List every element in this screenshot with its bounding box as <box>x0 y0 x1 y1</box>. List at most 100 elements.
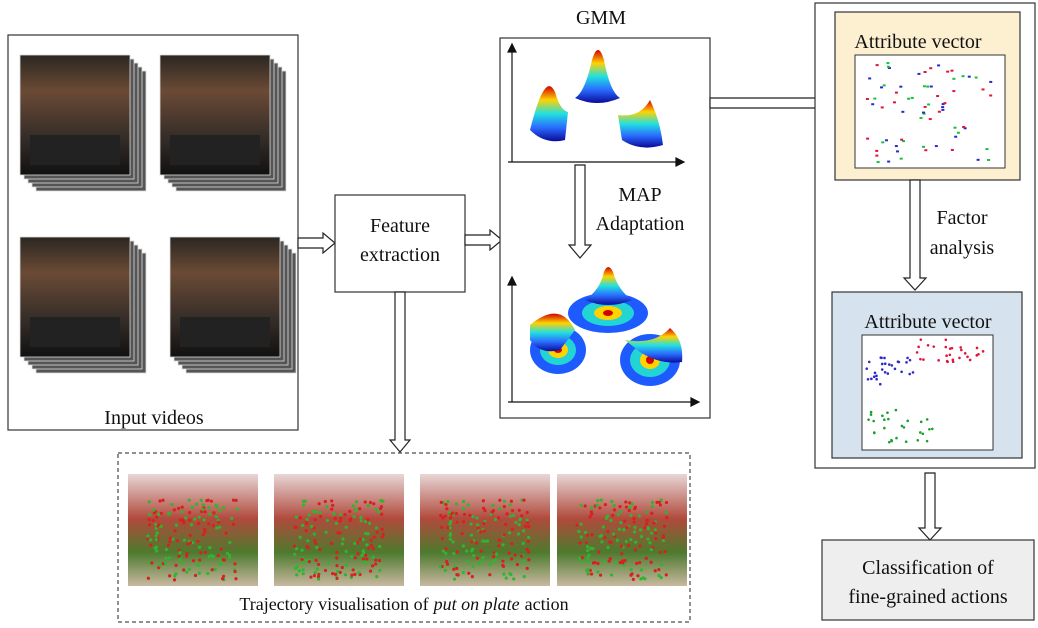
trajectory-point <box>491 503 495 508</box>
trajectory-point <box>606 545 610 550</box>
trajectory-point <box>470 575 474 579</box>
trajectory-point <box>629 537 633 542</box>
trajectory-point <box>306 546 310 550</box>
trajectory-point <box>375 530 379 534</box>
trajectory-point <box>174 572 178 576</box>
trajectory-point <box>584 530 588 534</box>
trajectory-point <box>312 526 316 530</box>
trajectory-point <box>373 562 378 566</box>
trajectory-point <box>622 528 626 532</box>
feature-box <box>334 194 466 293</box>
trajectory-point <box>356 552 360 556</box>
trajectory-point <box>161 498 165 502</box>
trajectory-point <box>481 499 485 503</box>
dot <box>894 408 898 412</box>
trajectory-point <box>331 503 335 507</box>
trajectory-point <box>502 533 506 537</box>
trajectory-point <box>168 537 172 541</box>
dot <box>951 360 955 364</box>
trajectory-point <box>222 505 226 510</box>
trajectory-point <box>454 512 458 516</box>
dot <box>981 350 985 353</box>
trajectory-point <box>619 509 623 514</box>
trajectory-point <box>650 511 654 515</box>
caption-text: Trajectory visualisation of <box>239 594 428 614</box>
trajectory-point <box>525 547 529 552</box>
trajectory-point <box>306 539 310 543</box>
trajectory-point <box>147 518 151 522</box>
trajectory-point <box>662 524 667 528</box>
trajectory-point <box>197 515 201 519</box>
trajectory-point <box>602 559 607 564</box>
dot <box>946 70 950 73</box>
trajectory-point <box>316 562 321 567</box>
trajectory-point <box>182 568 186 572</box>
trajectory-point <box>349 517 353 521</box>
trajectory-point <box>448 532 453 536</box>
arrow <box>388 291 412 453</box>
trajectory-point <box>653 528 657 532</box>
dot <box>875 377 878 381</box>
trajectory-point <box>650 504 654 509</box>
dot <box>919 420 923 424</box>
trajectory-point <box>365 557 369 561</box>
trajectory-point <box>170 503 174 507</box>
trajectory-point <box>522 559 526 563</box>
trajectory-point <box>155 531 159 535</box>
dot <box>869 410 873 414</box>
trajectory-point <box>336 570 340 574</box>
trajectory-point <box>227 556 232 560</box>
trajectory-point <box>460 531 464 536</box>
trajectory-point <box>655 500 659 504</box>
trajectory-point <box>374 507 379 511</box>
trajectory-point <box>366 517 370 522</box>
trajectory-point <box>359 515 363 520</box>
trajectory-point <box>472 554 476 558</box>
trajectory-point <box>618 560 622 565</box>
trajectory-point <box>332 512 336 516</box>
trajectory-point <box>168 556 172 560</box>
trajectory-point <box>361 537 365 542</box>
trajectory-point <box>623 559 627 563</box>
trajectory-point <box>154 526 158 530</box>
dot <box>928 427 931 431</box>
trajectory-point <box>633 525 637 529</box>
dot <box>875 149 879 152</box>
trajectory-point <box>314 541 318 546</box>
trajectory-point <box>523 524 527 528</box>
trajectory-point <box>624 539 628 544</box>
trajectory-images <box>128 474 687 586</box>
trajectory-point <box>512 577 516 581</box>
trajectory-point <box>211 523 215 528</box>
trajectory-point <box>367 521 372 525</box>
trajectory-point <box>235 507 239 511</box>
trajectory-point <box>451 540 455 544</box>
trajectory-point <box>215 526 219 530</box>
dot <box>911 371 915 374</box>
trajectory-point <box>496 516 501 520</box>
trajectory-point <box>586 560 590 564</box>
trajectory-point <box>606 529 610 534</box>
trajectory-point <box>154 537 158 542</box>
trajectory-point <box>301 568 305 572</box>
trajectory-point <box>146 534 150 538</box>
dot <box>893 367 897 371</box>
trajectory-point <box>369 538 373 543</box>
dot <box>932 345 936 348</box>
trajectory-point <box>520 554 524 558</box>
trajectory-point <box>614 560 618 565</box>
trajectory-point <box>507 531 512 535</box>
trajectory-point <box>579 503 583 507</box>
dot <box>953 126 957 129</box>
trajectory-point <box>501 563 505 567</box>
trajectory-point <box>587 553 591 557</box>
trajectory-point <box>586 571 590 575</box>
trajectory-point <box>182 520 186 524</box>
trajectory-point <box>231 522 236 526</box>
trajectory-point <box>206 498 210 502</box>
trajectory-point <box>301 503 306 507</box>
trajectory-point <box>218 509 222 513</box>
dot <box>989 80 993 83</box>
trajectory-point <box>467 571 471 575</box>
dot <box>894 145 898 148</box>
